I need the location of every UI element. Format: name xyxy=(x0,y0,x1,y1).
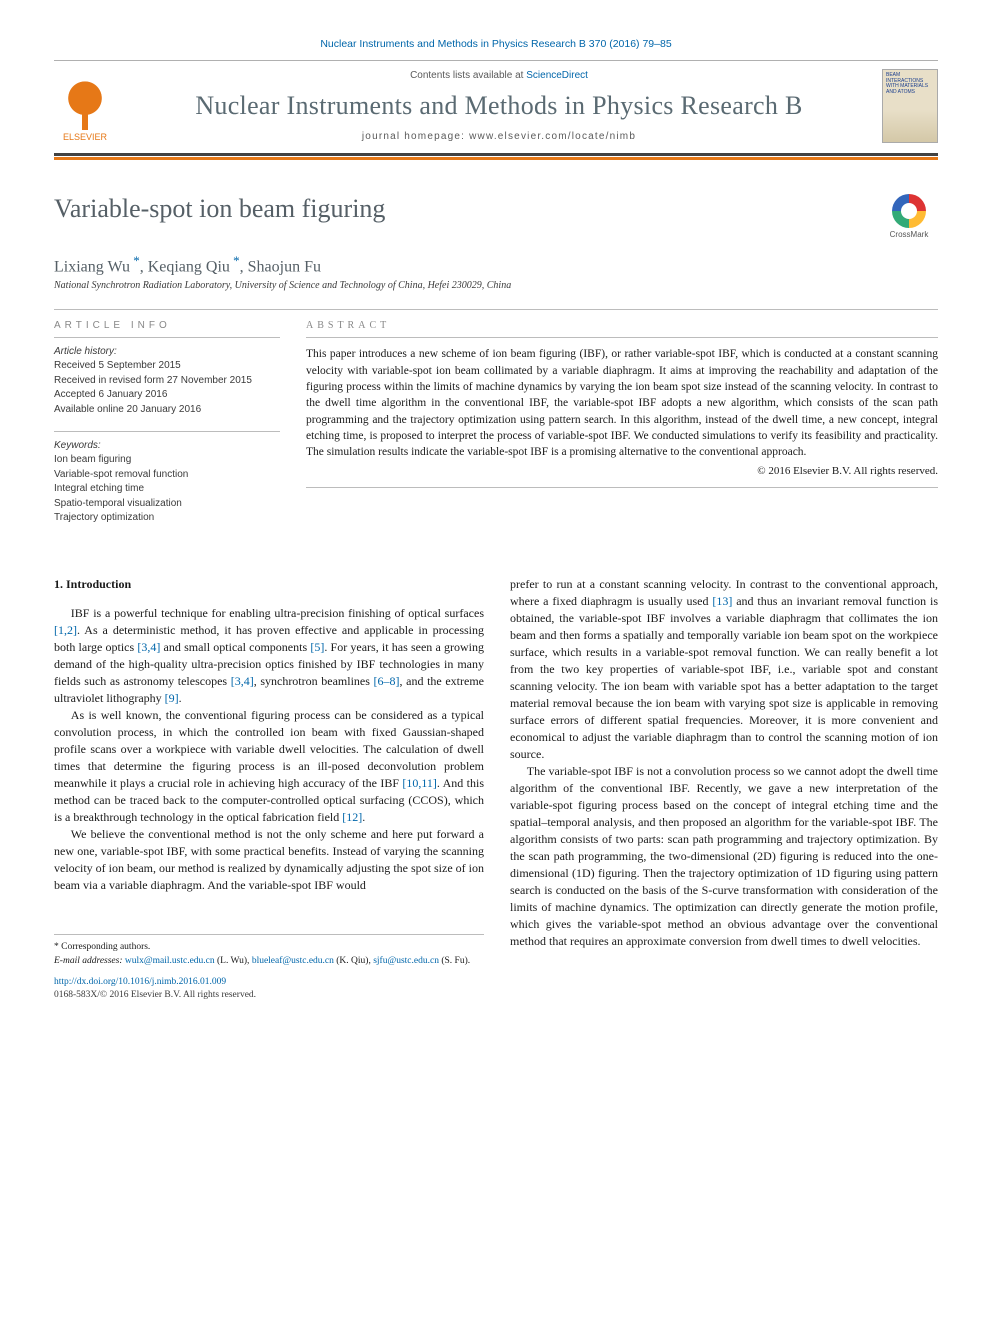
keyword: Integral etching time xyxy=(54,482,280,497)
header-center: Contents lists available at ScienceDirec… xyxy=(130,70,868,142)
email-link[interactable]: blueleaf@ustc.edu.cn xyxy=(252,956,334,966)
history-line: Accepted 6 January 2016 xyxy=(54,388,280,403)
elsevier-logo: ELSEVIER xyxy=(54,70,116,142)
para: The variable-spot IBF is not a convoluti… xyxy=(510,763,938,950)
elsevier-tree-icon xyxy=(61,80,109,132)
para: IBF is a powerful technique for enabling… xyxy=(54,605,484,707)
footnotes: * Corresponding authors. E-mail addresse… xyxy=(54,934,484,1002)
section-heading: 1. Introduction xyxy=(54,576,484,593)
crossmark-label: CrossMark xyxy=(890,230,929,239)
citation-link[interactable]: [3,4] xyxy=(231,674,254,688)
article-title: Variable-spot ion beam figuring xyxy=(54,194,385,224)
top-citation: Nuclear Instruments and Methods in Physi… xyxy=(54,38,938,50)
citation-link[interactable]: [10,11] xyxy=(402,776,437,790)
issn-line: 0168-583X/© 2016 Elsevier B.V. All right… xyxy=(54,989,484,1002)
citation-link[interactable]: [12] xyxy=(342,810,362,824)
email-line: E-mail addresses: wulx@mail.ustc.edu.cn … xyxy=(54,955,484,968)
publisher-name: ELSEVIER xyxy=(63,132,107,142)
homepage-prefix: journal homepage: xyxy=(362,131,469,142)
citation-link[interactable]: [13] xyxy=(712,594,732,608)
journal-header: ELSEVIER Contents lists available at Sci… xyxy=(54,60,938,156)
citation-link[interactable]: [6–8] xyxy=(374,674,400,688)
corr-mark-icon: * xyxy=(230,253,240,268)
doi-link[interactable]: http://dx.doi.org/10.1016/j.nimb.2016.01… xyxy=(54,976,484,989)
homepage-url[interactable]: www.elsevier.com/locate/nimb xyxy=(469,131,636,142)
para: We believe the conventional method is no… xyxy=(54,826,484,894)
citation-link[interactable]: [1,2] xyxy=(54,623,77,637)
keyword: Trajectory optimization xyxy=(54,511,280,526)
sciencedirect-link[interactable]: ScienceDirect xyxy=(526,70,588,81)
keywords-label: Keywords: xyxy=(54,440,280,451)
contents-prefix: Contents lists available at xyxy=(410,70,526,81)
contents-line: Contents lists available at ScienceDirec… xyxy=(130,70,868,81)
corresponding-note: * Corresponding authors. xyxy=(54,941,484,954)
affiliation: National Synchrotron Radiation Laborator… xyxy=(54,280,938,291)
para: As is well known, the conventional figur… xyxy=(54,707,484,826)
author-1: Lixiang Wu xyxy=(54,258,130,275)
crossmark-badge[interactable]: CrossMark xyxy=(880,194,938,239)
journal-name: Nuclear Instruments and Methods in Physi… xyxy=(130,91,868,121)
keyword: Spatio-temporal visualization xyxy=(54,497,280,512)
history-line: Received in revised form 27 November 201… xyxy=(54,374,280,389)
journal-cover-thumb: BEAM INTERACTIONS WITH MATERIALS AND ATO… xyxy=(882,69,938,143)
email-label: E-mail addresses: xyxy=(54,956,125,966)
abstract-block: ABSTRACT This paper introduces a new sch… xyxy=(306,310,938,526)
right-column: prefer to run at a constant scanning vel… xyxy=(510,576,938,1003)
article-info-head: ARTICLE INFO xyxy=(54,310,280,337)
article-info: ARTICLE INFO Article history: Received 5… xyxy=(54,310,280,526)
para: prefer to run at a constant scanning vel… xyxy=(510,576,938,763)
history-line: Available online 20 January 2016 xyxy=(54,403,280,418)
email-link[interactable]: sjfu@ustc.edu.cn xyxy=(373,956,439,966)
citation-link[interactable]: [3,4] xyxy=(137,640,160,654)
keyword: Ion beam figuring xyxy=(54,453,280,468)
abstract-head: ABSTRACT xyxy=(306,310,938,337)
history-line: Received 5 September 2015 xyxy=(54,359,280,374)
author-3: Shaojun Fu xyxy=(248,258,321,275)
authors-line: Lixiang Wu *, Keqiang Qiu *, Shaojun Fu xyxy=(54,253,938,276)
rule xyxy=(306,487,938,488)
keyword: Variable-spot removal function xyxy=(54,468,280,483)
citation-link[interactable]: [9] xyxy=(165,691,179,705)
corr-mark-icon: * xyxy=(130,253,140,268)
left-column: 1. Introduction IBF is a powerful techni… xyxy=(54,576,484,1003)
abstract-text: This paper introduces a new scheme of io… xyxy=(306,337,938,460)
crossmark-icon xyxy=(892,194,926,228)
orange-rule xyxy=(54,157,938,160)
history-label: Article history: xyxy=(54,346,280,357)
copyright-line: © 2016 Elsevier B.V. All rights reserved… xyxy=(306,465,938,477)
body-columns: 1. Introduction IBF is a powerful techni… xyxy=(54,576,938,1003)
email-link[interactable]: wulx@mail.ustc.edu.cn xyxy=(125,956,215,966)
author-2: Keqiang Qiu xyxy=(148,258,230,275)
homepage-line: journal homepage: www.elsevier.com/locat… xyxy=(130,131,868,142)
citation-link[interactable]: [5] xyxy=(310,640,324,654)
